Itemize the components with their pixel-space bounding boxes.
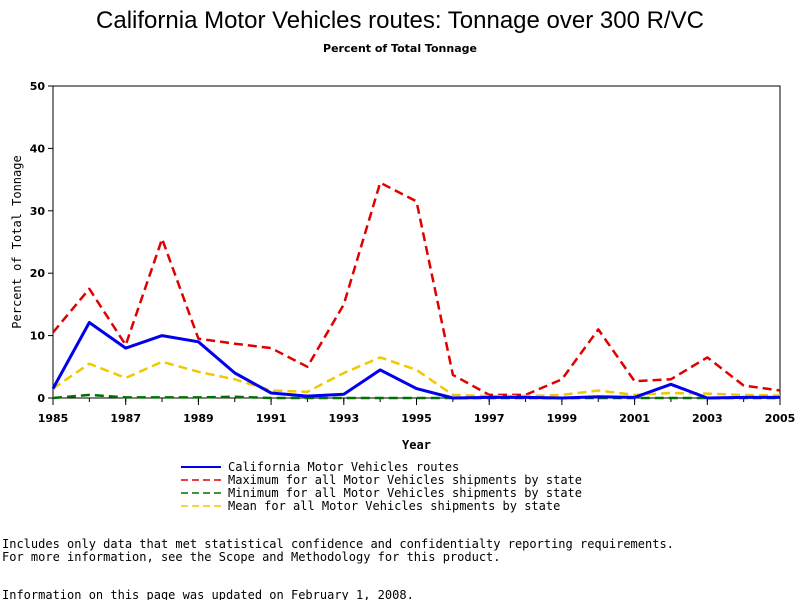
y-tick-label: 40 (30, 142, 46, 155)
y-tick-label: 50 (30, 80, 46, 93)
note-updated: Information on this page was updated on … (2, 588, 414, 600)
legend-label-2: Minimum for all Motor Vehicles shipments… (228, 486, 582, 500)
x-tick-label: 2005 (765, 412, 796, 425)
x-tick-label: 2003 (692, 412, 723, 425)
y-tick-label: 0 (37, 392, 45, 405)
series-line-2 (52, 393, 780, 400)
note-confidence: Includes only data that met statistical … (2, 537, 674, 551)
chart-title: California Motor Vehicles routes: Tonnag… (96, 7, 704, 34)
y-axis-label: Percent of Total Tonnage (10, 155, 24, 328)
chart-subtitle: Percent of Total Tonnage (323, 42, 477, 55)
x-tick-label: 1997 (474, 412, 505, 425)
x-tick-label: 1987 (110, 412, 141, 425)
note-methodology: For more information, see the Scope and … (2, 550, 501, 564)
legend-label-0: California Motor Vehicles routes (228, 460, 459, 474)
legend-label-1: Maximum for all Motor Vehicles shipments… (228, 473, 582, 487)
legend-label-3: Mean for all Motor Vehicles shipments by… (228, 499, 560, 513)
series-line-0 (51, 321, 780, 400)
x-axis-label: Year (402, 438, 431, 452)
x-tick-label: 2001 (619, 412, 650, 425)
x-tick-label: 1985 (38, 412, 69, 425)
line-chart: 0 10 20 30 40 50 1985 1987 1989 1991 1993 1995 1997 1… (10, 80, 796, 513)
series-line-3 (52, 356, 781, 398)
x-tick-label: 1999 (547, 412, 578, 425)
x-tick-label: 1991 (256, 412, 287, 425)
x-tick-label: 1995 (401, 412, 432, 425)
y-tick-label: 30 (30, 205, 46, 218)
y-tick-label: 10 (30, 330, 46, 343)
x-tick-label: 1993 (328, 412, 359, 425)
y-tick-label: 20 (30, 267, 46, 280)
x-tick-label: 1989 (183, 412, 214, 425)
series-line-1 (52, 181, 781, 397)
